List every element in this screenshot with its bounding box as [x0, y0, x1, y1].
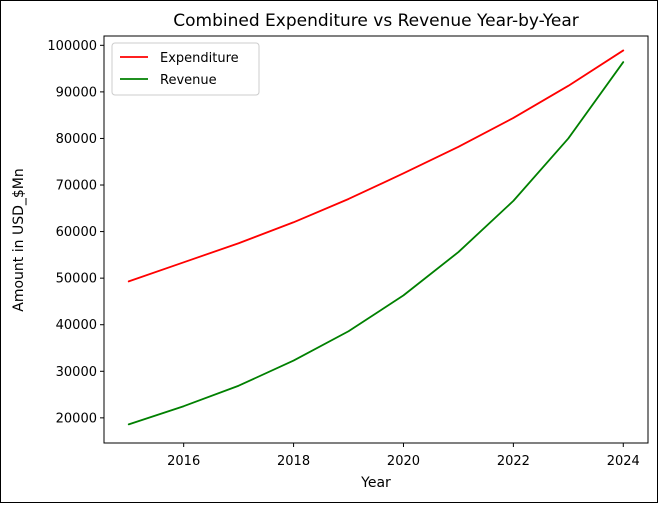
legend-box — [111, 42, 260, 96]
x-tick-label: 2016 — [167, 454, 200, 469]
y-tick-label: 20000 — [56, 411, 97, 426]
x-tick-label: 2022 — [497, 454, 530, 469]
x-axis-label: Year — [360, 475, 391, 491]
series-line-expenditure — [127, 49, 625, 283]
y-tick-label: 50000 — [56, 272, 97, 287]
y-tick-label: 70000 — [56, 179, 97, 194]
y-axis-label: Amount in USD_$Mn — [11, 168, 27, 311]
y-tick-label: 100000 — [47, 39, 97, 54]
series-line-revenue — [127, 61, 625, 426]
x-tick-label: 2024 — [607, 454, 640, 469]
y-tick-label: 40000 — [56, 318, 97, 333]
legend-label-revenue: Revenue — [160, 73, 217, 88]
chart-title: Combined Expenditure vs Revenue Year-by-… — [173, 11, 579, 31]
legend: Expenditure Revenue — [111, 42, 260, 96]
y-tick-label: 90000 — [56, 85, 97, 100]
y-tick-label: 80000 — [56, 132, 97, 147]
y-tick-label: 30000 — [56, 365, 97, 380]
plot-frame — [103, 35, 649, 444]
x-tick-label: 2020 — [387, 454, 420, 469]
plot-area: 2016 2018 2020 2022 2024 20000 30000 40000 50000… — [47, 35, 649, 469]
y-tick-label: 60000 — [56, 225, 97, 240]
x-tick-label: 2018 — [277, 454, 310, 469]
legend-label-expenditure: Expenditure — [160, 51, 239, 66]
